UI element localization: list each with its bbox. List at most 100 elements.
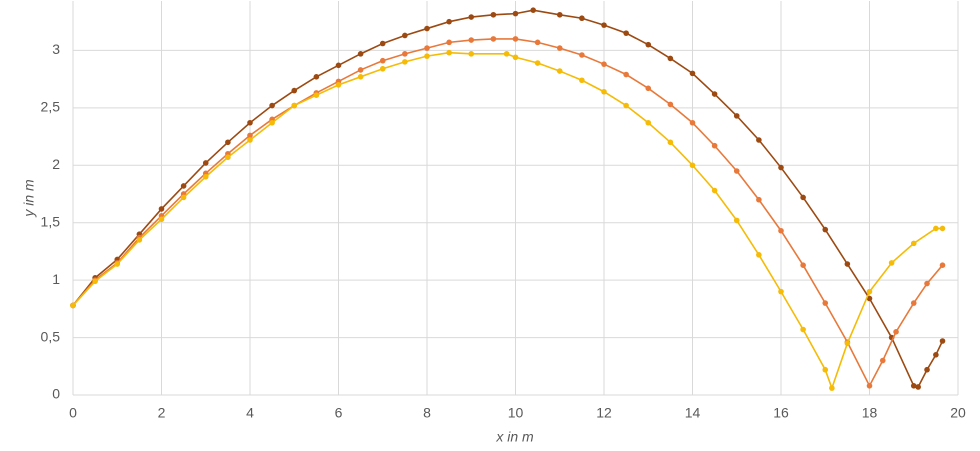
data-point bbox=[778, 227, 784, 234]
data-point bbox=[534, 60, 541, 66]
data-point bbox=[357, 74, 364, 80]
data-point bbox=[70, 302, 76, 309]
data-point bbox=[247, 119, 253, 126]
data-point bbox=[503, 51, 510, 57]
data-point bbox=[225, 139, 231, 146]
data-point bbox=[711, 142, 718, 149]
data-point bbox=[424, 53, 430, 59]
data-point bbox=[335, 82, 342, 88]
data-point bbox=[225, 154, 231, 161]
x-tick-label: 8 bbox=[423, 405, 431, 421]
data-point bbox=[534, 39, 541, 46]
data-point bbox=[933, 225, 939, 232]
data-point bbox=[924, 280, 930, 287]
x-tick-label: 20 bbox=[950, 405, 966, 421]
x-axis-label: x in m bbox=[495, 429, 534, 445]
data-point bbox=[556, 45, 563, 51]
data-point bbox=[933, 351, 939, 358]
data-point bbox=[247, 137, 253, 143]
data-point bbox=[623, 71, 629, 78]
data-point bbox=[335, 62, 342, 69]
data-point bbox=[114, 261, 121, 267]
data-point bbox=[800, 262, 806, 268]
data-point bbox=[180, 194, 187, 201]
data-point bbox=[490, 36, 497, 42]
data-point bbox=[866, 288, 873, 295]
x-tick-label: 0 bbox=[69, 405, 77, 421]
y-tick-label: 0,5 bbox=[41, 328, 61, 344]
data-point bbox=[446, 49, 452, 56]
data-point bbox=[733, 217, 740, 224]
x-tick-label: 6 bbox=[335, 405, 343, 421]
data-point bbox=[512, 36, 519, 42]
data-point bbox=[844, 340, 851, 347]
data-point bbox=[623, 30, 629, 36]
data-point bbox=[667, 55, 674, 62]
data-point bbox=[92, 278, 98, 285]
data-point bbox=[247, 132, 253, 139]
data-point bbox=[180, 183, 187, 189]
data-point bbox=[939, 338, 946, 344]
data-point bbox=[579, 15, 585, 22]
data-point bbox=[689, 162, 696, 169]
data-point bbox=[756, 252, 762, 258]
data-point bbox=[379, 65, 386, 72]
x-tick-label: 16 bbox=[773, 405, 789, 421]
data-point bbox=[468, 51, 475, 57]
data-point bbox=[778, 288, 784, 295]
data-point bbox=[446, 39, 452, 46]
data-point bbox=[402, 51, 408, 57]
data-point bbox=[202, 173, 209, 180]
data-point bbox=[556, 68, 563, 74]
series-line bbox=[72, 9, 944, 388]
data-point bbox=[313, 74, 320, 80]
data-point bbox=[800, 194, 806, 201]
data-point bbox=[910, 383, 917, 389]
data-point bbox=[357, 51, 364, 57]
data-point bbox=[623, 102, 629, 109]
y-tick-label: 3 bbox=[52, 41, 60, 57]
data-point bbox=[756, 137, 762, 143]
data-point bbox=[601, 61, 607, 67]
data-point bbox=[313, 92, 320, 98]
data-point bbox=[402, 59, 408, 65]
data-point bbox=[667, 101, 674, 108]
data-point bbox=[733, 113, 740, 119]
series-line bbox=[72, 38, 944, 388]
data-point bbox=[778, 164, 784, 171]
data-point bbox=[910, 240, 917, 247]
data-point bbox=[800, 326, 806, 333]
data-point bbox=[468, 37, 475, 43]
data-point bbox=[556, 11, 563, 18]
data-point bbox=[924, 366, 930, 373]
data-point bbox=[601, 22, 607, 28]
x-tick-label: 14 bbox=[685, 405, 701, 421]
data-point bbox=[822, 366, 829, 373]
y-tick-label: 0 bbox=[52, 386, 60, 402]
y-tick-label: 1,5 bbox=[41, 213, 61, 229]
data-point bbox=[579, 52, 585, 58]
data-point bbox=[424, 45, 430, 51]
data-point bbox=[866, 295, 873, 302]
data-point bbox=[893, 329, 899, 335]
data-point bbox=[530, 7, 536, 13]
y-tick-label: 1 bbox=[52, 271, 60, 287]
data-point bbox=[866, 383, 873, 389]
data-point bbox=[939, 225, 946, 232]
data-point bbox=[939, 262, 946, 268]
y-tick-label: 2,5 bbox=[41, 99, 61, 115]
data-point bbox=[158, 216, 165, 223]
series-line bbox=[72, 51, 943, 391]
data-point bbox=[910, 300, 917, 306]
data-point bbox=[822, 300, 829, 306]
data-point bbox=[158, 206, 165, 212]
data-point bbox=[512, 10, 519, 17]
data-point bbox=[136, 237, 143, 243]
data-point bbox=[915, 384, 921, 390]
data-point bbox=[402, 32, 408, 39]
x-tick-label: 12 bbox=[596, 405, 612, 421]
x-tick-label: 18 bbox=[862, 405, 878, 421]
data-point bbox=[829, 385, 835, 391]
data-point bbox=[424, 25, 430, 32]
data-point bbox=[667, 139, 674, 146]
